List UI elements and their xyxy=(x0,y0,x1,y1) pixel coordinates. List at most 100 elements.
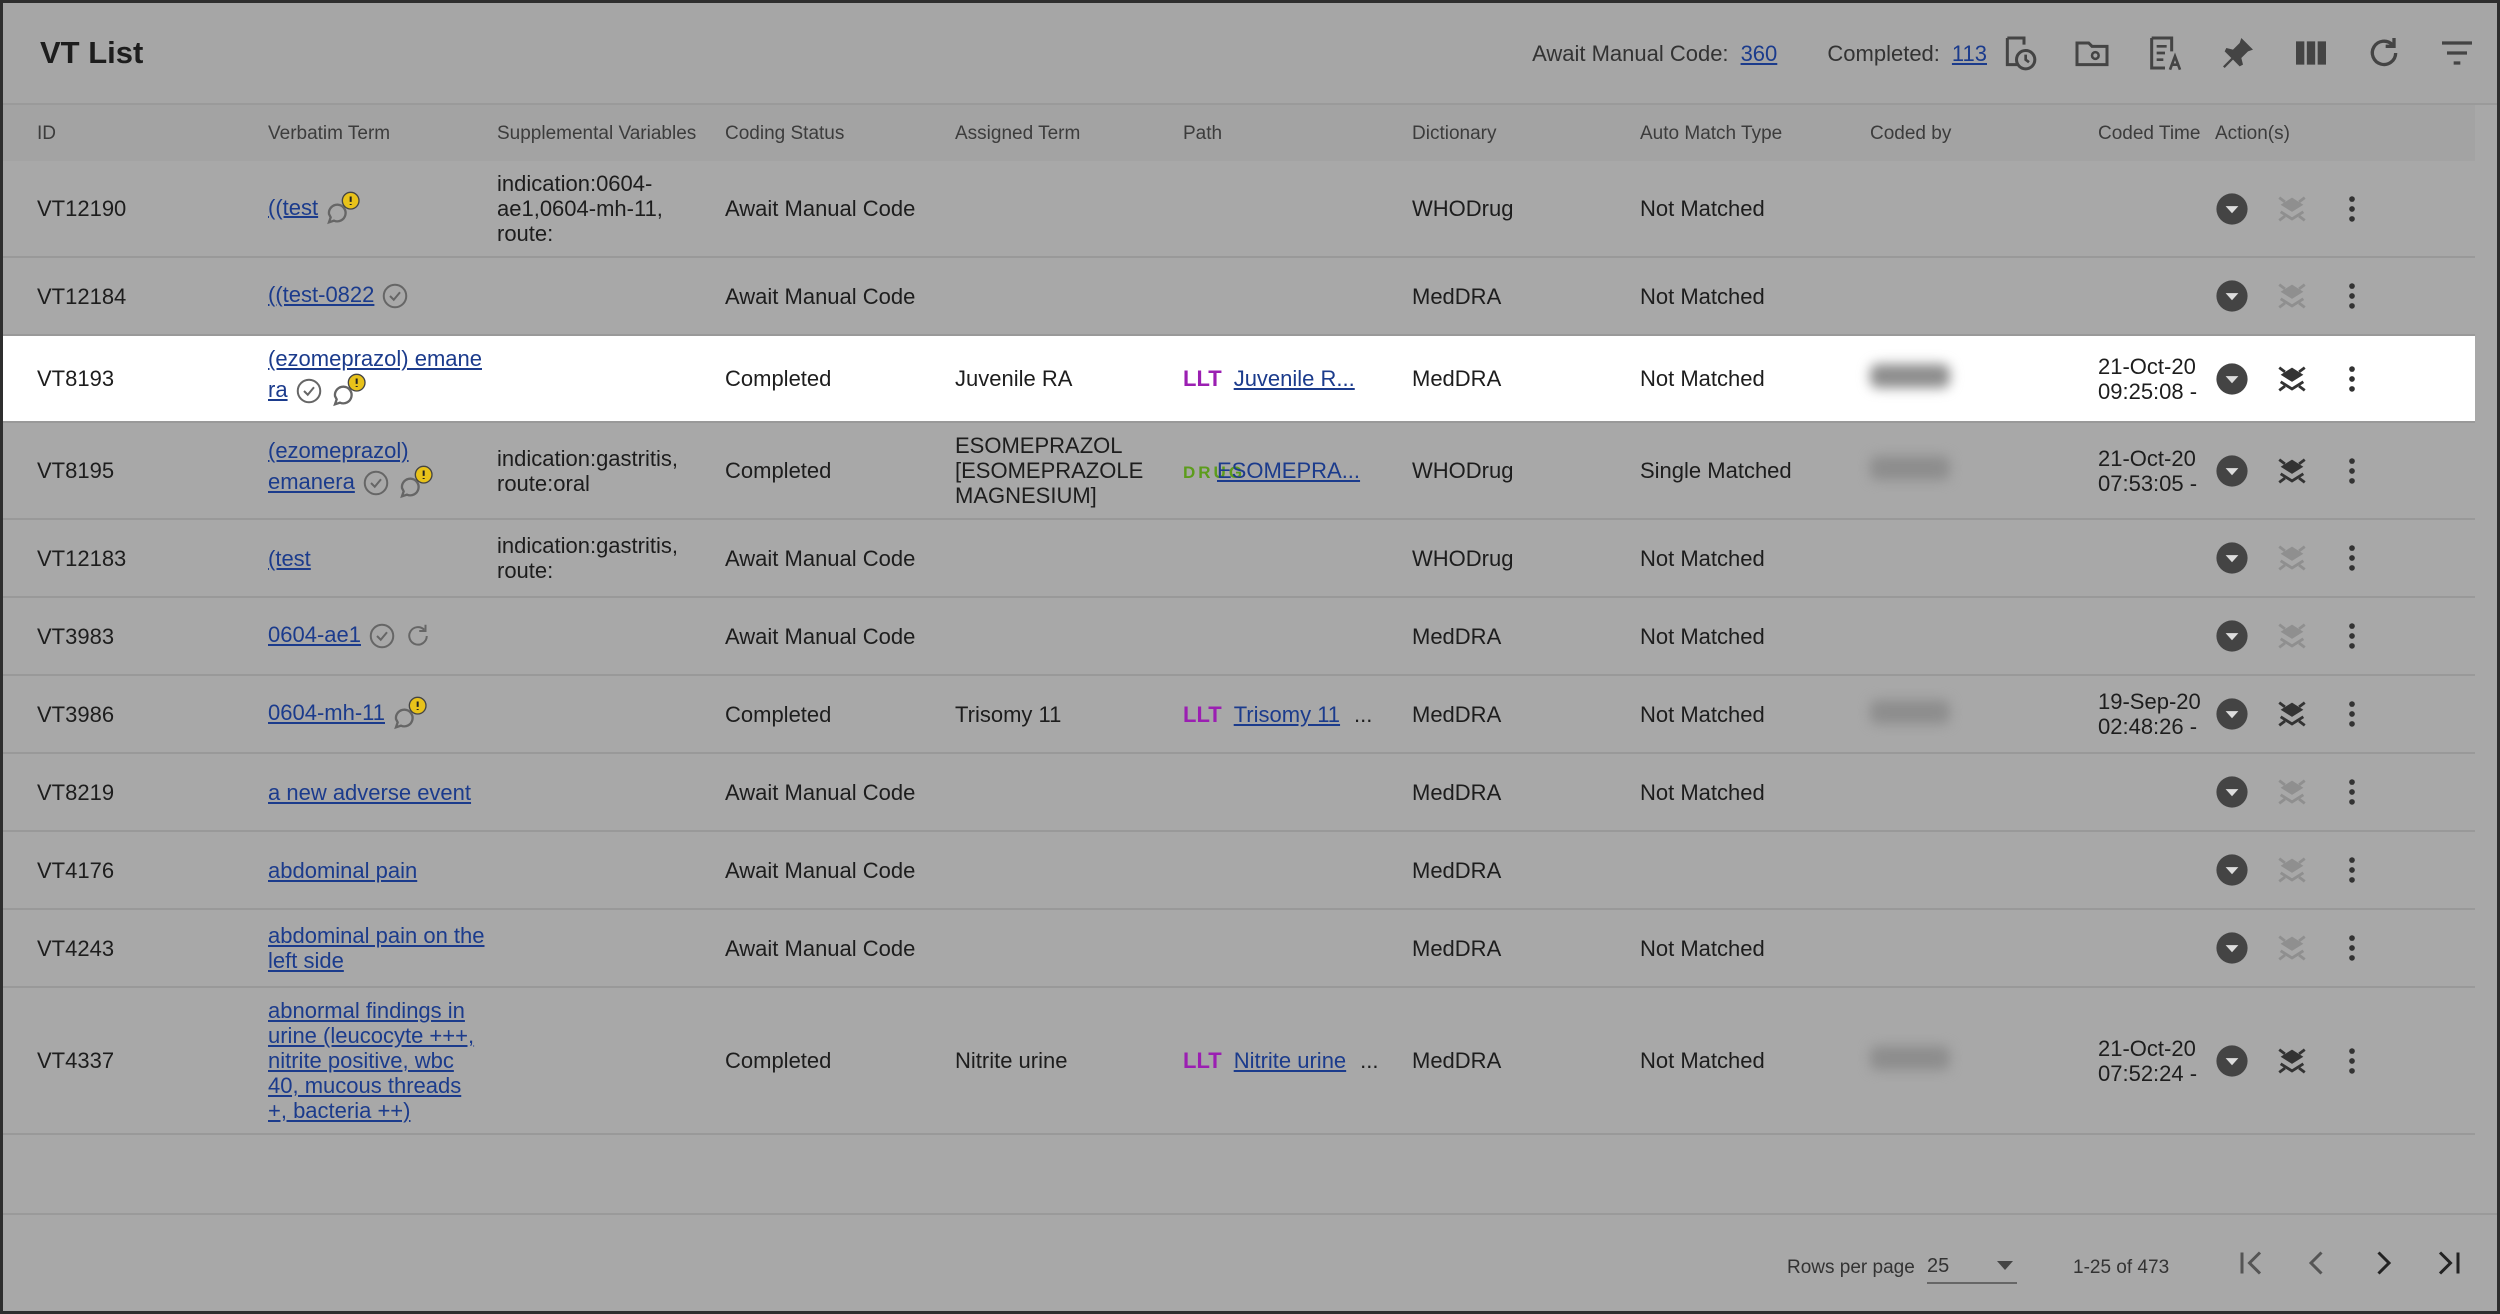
path-cell xyxy=(1183,161,1412,258)
code-button[interactable] xyxy=(2275,697,2309,731)
path-link[interactable]: Trisomy 11 xyxy=(1233,701,1341,727)
next-page[interactable] xyxy=(2365,1245,2401,1281)
folder-icon[interactable] xyxy=(2072,33,2112,73)
expand-button[interactable] xyxy=(2215,362,2249,396)
verbatim-link[interactable]: a new adverse event xyxy=(268,779,472,805)
table-row[interactable]: VT3986 0604-mh-11 Completed Trisomy 11 LLT Tr… xyxy=(3,675,2475,754)
more-button[interactable] xyxy=(2335,775,2369,809)
actions xyxy=(2215,192,2463,226)
more-button[interactable] xyxy=(2335,362,2369,396)
verbatim-link[interactable]: 0604-ae1 xyxy=(268,621,361,647)
rows-select[interactable]: 25 xyxy=(1927,1255,2017,1284)
more-button[interactable] xyxy=(2335,697,2369,731)
completed-count[interactable]: 113 xyxy=(1951,41,1987,66)
first-page[interactable] xyxy=(2233,1245,2269,1281)
coded-time-cell xyxy=(2098,753,2215,832)
verbatim-link[interactable]: (ezomeprazol) emanera xyxy=(268,438,409,494)
filter-icon[interactable] xyxy=(2437,33,2477,73)
table-row[interactable]: VT8193 (ezomeprazol) emane ra Completed Juv… xyxy=(3,335,2475,423)
columns-icon[interactable] xyxy=(2291,33,2331,73)
actions xyxy=(2215,697,2463,731)
column-header: Coding Status xyxy=(725,105,955,161)
table-row[interactable]: VT3983 0604-ae1 Await Manual Code MedDRA Not… xyxy=(3,597,2475,676)
verbatim-icons xyxy=(288,373,370,407)
column-header: Coded Time xyxy=(2098,105,2215,161)
column-header: Assigned Term xyxy=(955,105,1183,161)
coded-by-cell xyxy=(1870,675,2098,754)
refresh-icon[interactable] xyxy=(2364,33,2404,73)
verbatim-cell: a new adverse event xyxy=(268,753,497,832)
report-icon[interactable] xyxy=(2145,33,2185,73)
expand-button[interactable] xyxy=(2215,775,2249,809)
verbatim-link[interactable]: abdominal pain on the left side xyxy=(268,923,485,973)
actions xyxy=(2215,1044,2463,1078)
completed-label: Completed: xyxy=(1827,41,1940,66)
more-button[interactable] xyxy=(2335,454,2369,488)
match-cell: Not Matched xyxy=(1640,987,1870,1135)
prev-page[interactable] xyxy=(2299,1245,2335,1281)
supplemental-cell xyxy=(497,831,725,910)
verbatim-link[interactable]: abdominal pain xyxy=(268,857,418,883)
expand-button[interactable] xyxy=(2215,697,2249,731)
expand-button[interactable] xyxy=(2215,619,2249,653)
expand-button[interactable] xyxy=(2215,853,2249,887)
actions xyxy=(2215,775,2463,809)
assigned-text: Juvenile RA xyxy=(955,366,1073,391)
path-link[interactable]: Nitrite urine xyxy=(1233,1048,1347,1073)
check-icon xyxy=(383,283,408,309)
more-button[interactable] xyxy=(2335,853,2369,887)
table-row[interactable]: VT8219 a new adverse event Await Manual Co… xyxy=(3,753,2475,832)
verbatim-link[interactable]: (ezomeprazol) emane ra xyxy=(268,346,482,402)
expand-button[interactable] xyxy=(2215,454,2249,488)
verbatim-link[interactable]: ((test-0822 xyxy=(268,281,375,307)
table-row[interactable]: VT4176 abdominal pain Await Manual Code Med… xyxy=(3,831,2475,910)
dictionary-cell: MedDRA xyxy=(1412,987,1640,1135)
await-count[interactable]: 360 xyxy=(1740,41,1778,66)
table-row[interactable]: VT4243 abdominal pain on the left side Awa… xyxy=(3,909,2475,988)
expand-button[interactable] xyxy=(2215,1044,2249,1078)
verbatim-cell: ((test xyxy=(268,161,497,258)
coded-time-cell xyxy=(2098,257,2215,336)
code-button xyxy=(2278,935,2306,961)
path-cell xyxy=(1183,597,1412,676)
code-button[interactable] xyxy=(2275,362,2309,396)
match-cell: Not Matched xyxy=(1640,257,1870,336)
id-cell: VT3983 xyxy=(3,597,268,676)
table-row[interactable]: VT12183 (test indication:gastritis, route:… xyxy=(3,519,2475,598)
more-button[interactable] xyxy=(2335,541,2369,575)
table-row[interactable]: VT12190 ((test indication:0604-ae1,0604-mh… xyxy=(3,161,2475,258)
status-cell: Await Manual Code xyxy=(725,519,955,598)
counts: Await Manual Code: 360 Completed: 113 xyxy=(1532,41,1987,67)
status-cell: Completed xyxy=(725,987,955,1135)
expand-button[interactable] xyxy=(2215,279,2249,313)
path-link[interactable]: ESOMEPRA... xyxy=(1217,458,1361,483)
match-cell: Not Matched xyxy=(1640,753,1870,832)
path-link[interactable]: Juvenile R... xyxy=(1233,366,1355,391)
more-button[interactable] xyxy=(2335,931,2369,965)
expand-button[interactable] xyxy=(2215,192,2249,226)
more-button[interactable] xyxy=(2335,1044,2369,1078)
more-button[interactable] xyxy=(2335,619,2369,653)
code-button[interactable] xyxy=(2275,1044,2309,1078)
path-cell: LLT Nitrite urine... xyxy=(1183,987,1412,1135)
expand-button[interactable] xyxy=(2215,931,2249,965)
status-cell: Completed xyxy=(725,335,955,423)
verbatim-link[interactable]: (test xyxy=(268,545,311,571)
more-button[interactable] xyxy=(2335,279,2369,313)
history-icon[interactable] xyxy=(1999,33,2039,73)
verbatim-link[interactable]: abnormal findings in urine (leucocyte ++… xyxy=(268,998,475,1123)
table-row[interactable]: VT4337 abnormal findings in urine (leucoc… xyxy=(3,987,2475,1135)
rows-label: Rows per page xyxy=(1787,1257,1915,1278)
pin-icon[interactable] xyxy=(2218,33,2258,73)
more-button[interactable] xyxy=(2335,192,2369,226)
expand-button[interactable] xyxy=(2215,541,2249,575)
verbatim-link[interactable]: ((test xyxy=(268,194,319,220)
verbatim-link[interactable]: 0604-mh-11 xyxy=(268,699,385,725)
table-row[interactable]: VT8195 (ezomeprazol) emanera indication:ga… xyxy=(3,422,2475,520)
code-button[interactable] xyxy=(2275,454,2309,488)
id-cell: VT4337 xyxy=(3,987,268,1135)
last-page[interactable] xyxy=(2431,1245,2467,1281)
table-row[interactable]: VT12184 ((test-0822 Await Manual Code MedDR… xyxy=(3,257,2475,336)
match-cell: Not Matched xyxy=(1640,675,1870,754)
